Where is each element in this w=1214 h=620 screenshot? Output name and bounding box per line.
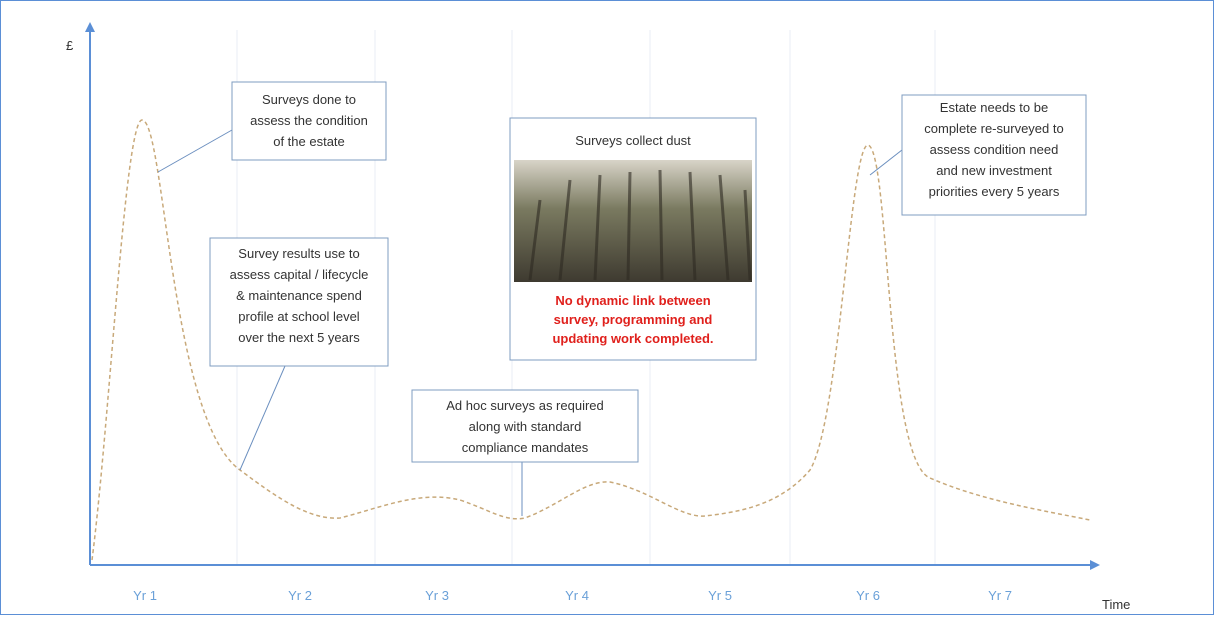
year-label: Yr 4	[565, 588, 589, 603]
panel-title: Surveys collect dust	[575, 133, 691, 148]
x-arrow	[1090, 560, 1100, 570]
callout-text: Surveys done to	[262, 92, 356, 107]
callout-text: along with standard	[469, 419, 582, 434]
panel-note: No dynamic link between	[555, 293, 710, 308]
callout-box	[231, 81, 387, 161]
year-label: Yr 5	[708, 588, 732, 603]
year-label: Yr 2	[288, 588, 312, 603]
callout-text: complete re-surveyed to	[924, 121, 1063, 136]
callout-text: assess condition need	[930, 142, 1059, 157]
year-label: Yr 1	[133, 588, 157, 603]
callout-text: profile at school level	[238, 309, 360, 324]
y-label: £	[66, 38, 74, 53]
callout-text: compliance mandates	[462, 440, 589, 455]
callout-text: and new investment	[936, 163, 1052, 178]
callout-box	[209, 237, 389, 367]
callout-box	[901, 94, 1087, 216]
year-label: Yr 6	[856, 588, 880, 603]
callout-text: Ad hoc surveys as required	[446, 398, 604, 413]
year-label: Yr 3	[425, 588, 449, 603]
callout-text: assess capital / lifecycle	[230, 267, 369, 282]
callout-text: & maintenance spend	[236, 288, 362, 303]
callout-text: Survey results use to	[238, 246, 359, 261]
callout-text: over the next 5 years	[238, 330, 360, 345]
leaders	[157, 129, 903, 516]
panel-note: updating work completed.	[552, 331, 713, 346]
callout-text: assess the condition	[250, 113, 368, 128]
panel-note: survey, programming and	[554, 312, 713, 327]
books-image	[514, 160, 752, 282]
books-stripes	[528, 169, 752, 281]
callout-text: priorities every 5 years	[929, 184, 1060, 199]
callout-text: Estate needs to be	[940, 100, 1048, 115]
x-label: Time	[1102, 597, 1130, 612]
callout-box	[411, 389, 639, 463]
callout-text: of the estate	[273, 134, 345, 149]
y-arrow	[85, 22, 95, 32]
year-label: Yr 7	[988, 588, 1012, 603]
spend-curve	[91, 119, 1091, 561]
